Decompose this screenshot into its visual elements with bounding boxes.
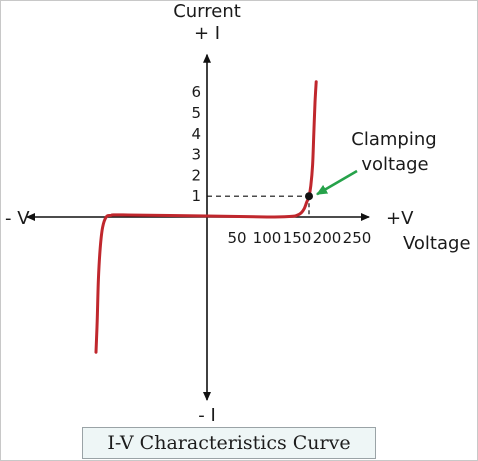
annotation-clamping: Clamping [351, 129, 436, 150]
x-tick-label: 200 [313, 229, 342, 247]
x-tick-label: 100 [253, 229, 282, 247]
x-positive-label: +V [386, 208, 414, 229]
y-tick-label: 1 [191, 187, 201, 205]
y-tick-label: 5 [191, 104, 201, 122]
y-axis-title: Current [173, 1, 241, 22]
y-positive-label: + I [194, 23, 220, 44]
y-tick-label: 4 [191, 125, 201, 143]
x-tick-label: 150 [283, 229, 312, 247]
chart-caption: I-V Characteristics Curve [82, 427, 376, 459]
x-tick-label: 50 [227, 229, 246, 247]
x-tick-label: 250 [343, 229, 372, 247]
clamping-point [305, 192, 313, 201]
x-negative-label: - V [5, 208, 30, 229]
y-tick-label: 2 [191, 166, 201, 184]
y-negative-label: - I [198, 405, 216, 426]
annotation-voltage: voltage [361, 154, 428, 175]
clamping-arrow [316, 169, 358, 196]
y-tick-label: 3 [191, 146, 201, 164]
iv-curve [94, 80, 318, 354]
x-axis-title: Voltage [403, 233, 471, 254]
y-tick-label: 6 [191, 83, 201, 101]
